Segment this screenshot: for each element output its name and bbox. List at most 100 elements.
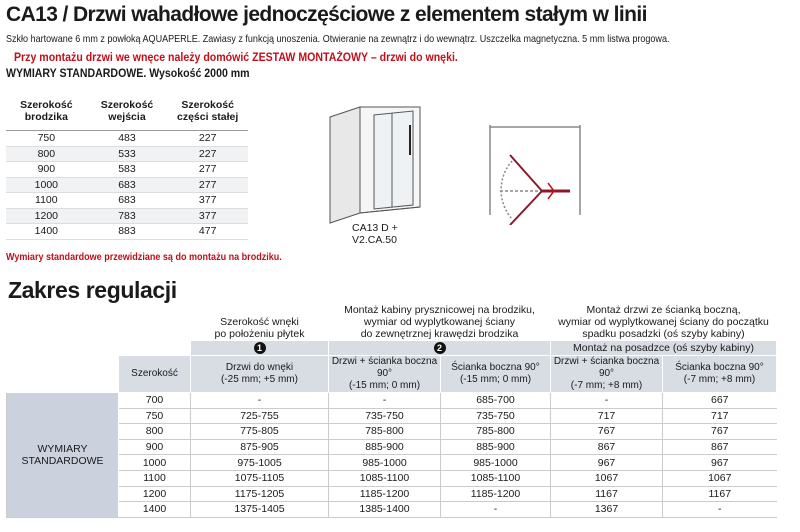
column-header: Ścianka boczna 90° (-7 mm; +8 mm) xyxy=(662,355,777,393)
shower-sketch xyxy=(329,106,421,224)
group-header: Montaż drzwi ze ścianką boczną, wymiar o… xyxy=(558,304,769,340)
table-cell: 735-750 xyxy=(328,408,441,425)
table-cell: 717 xyxy=(550,408,663,425)
table-cell: 1100 xyxy=(6,192,87,209)
table-cell: 1067 xyxy=(662,470,777,487)
table-cell: - xyxy=(662,501,777,518)
table-cell: 875-905 xyxy=(190,439,329,456)
table-cell: 1400 xyxy=(118,501,191,518)
column-header: Ścianka boczna 90° (-15 mm; 0 mm) xyxy=(440,355,551,393)
table-cell: 985-1000 xyxy=(440,454,551,471)
standard-note: Wymiary standardowe przewidziane są do m… xyxy=(6,251,282,263)
table-cell: 967 xyxy=(662,454,777,471)
table-row: 1200 783 377 xyxy=(6,208,248,224)
table-cell: - xyxy=(328,392,441,409)
table-cell: 1085-1100 xyxy=(440,470,551,487)
badge: 2 xyxy=(433,342,446,354)
table-cell: 1200 xyxy=(118,486,191,503)
table-cell: 1367 xyxy=(550,501,663,518)
data-row: 800 775-805 785-800 785-800 767 767 xyxy=(7,423,777,440)
table-cell: 483 xyxy=(86,130,168,147)
column-header: Szerokość brodzika xyxy=(6,92,87,131)
table-cell: 583 xyxy=(86,161,168,178)
description: Szkło hartowane 6 mm z powłoką AQUAPERLE… xyxy=(6,33,670,45)
data-row: 1400 1375-1405 1385-1400-1367- xyxy=(7,501,777,518)
table-row: 750 483 227 xyxy=(6,130,248,147)
table-cell: - xyxy=(190,392,329,409)
table-cell: 785-800 xyxy=(440,423,551,440)
standard-heading: WYMIARY STANDARDOWE. Wysokość 2000 mm xyxy=(6,68,250,80)
regulation-heading: Zakres regulacji xyxy=(8,277,177,303)
table-cell: 667 xyxy=(662,392,777,409)
table-cell: 967 xyxy=(550,454,663,471)
data-row: 1100 1075-1105 1085-1100 1085-1100 1067 1067 xyxy=(7,470,777,487)
table-cell: 377 xyxy=(167,192,248,209)
table-cell: 775-805 xyxy=(190,423,329,440)
table-cell: 685-700 xyxy=(440,392,551,409)
table-cell: 735-750 xyxy=(440,408,551,425)
table-cell: 800 xyxy=(118,423,191,440)
table-cell: 885-900 xyxy=(440,439,551,456)
table-cell: 985-1000 xyxy=(328,454,441,471)
table-cell: 683 xyxy=(86,192,168,209)
table-cell: 717 xyxy=(662,408,777,425)
diagram-label: CA13 D + V2.CA.50 xyxy=(352,222,398,246)
column-header: Szerokość części stałej xyxy=(167,92,248,131)
table-cell: - xyxy=(440,501,551,518)
badge-cell: 1 xyxy=(190,340,329,356)
column-header: Szerokość wejścia xyxy=(86,92,168,131)
row-label: WYMIARY STANDARDOWE xyxy=(6,392,119,518)
column-header-row: Szerokość Drzwi do wnęki (-25 mm; +5 mm) D… xyxy=(7,355,777,393)
table-cell: 867 xyxy=(662,439,777,456)
table-row: 900 583 277 xyxy=(6,161,248,178)
table-cell: 1085-1100 xyxy=(328,470,441,487)
table-cell: 1175-1205 xyxy=(190,486,329,503)
top-view xyxy=(489,125,581,225)
table-cell: 700 xyxy=(118,392,191,409)
empty-cell xyxy=(7,341,191,356)
table-cell: 1075-1105 xyxy=(190,470,329,487)
badge-row: 1 2 Montaż na posadzce (oś szyby kabiny) xyxy=(7,340,777,356)
table-cell: 783 xyxy=(86,208,168,224)
badge: 1 xyxy=(253,342,266,354)
table-cell: - xyxy=(550,392,663,409)
table-cell: 1167 xyxy=(662,486,777,503)
table-cell: 227 xyxy=(167,146,248,162)
column-header: Szerokość xyxy=(118,355,191,393)
table-cell: 900 xyxy=(118,439,191,456)
table-cell: 1067 xyxy=(550,470,663,487)
table-cell: 1100 xyxy=(118,470,191,487)
group-row: Szerokość wnęki po położeniu płytek Monta… xyxy=(7,300,777,341)
table-cell: 533 xyxy=(86,146,168,162)
table-cell: 277 xyxy=(167,161,248,178)
subheader: Montaż na posadzce (oś szyby kabiny) xyxy=(550,340,777,356)
table-row: 1000 683 277 xyxy=(6,177,248,193)
table-cell: 377 xyxy=(167,208,248,224)
table-cell: 1185-1200 xyxy=(328,486,441,503)
table-cell: 900 xyxy=(6,161,87,178)
table-cell: 227 xyxy=(167,130,248,147)
table-cell: 800 xyxy=(6,146,87,162)
table-row: 1100 683 377 xyxy=(6,192,248,209)
table-cell: 477 xyxy=(167,223,248,240)
table-cell: 785-800 xyxy=(328,423,441,440)
data-row: WYMIARY STANDARDOWE 700- -685-700-667 xyxy=(6,392,777,518)
empty-cell xyxy=(7,356,119,393)
table-row: 800 533 227 xyxy=(6,146,248,162)
badge-cell: 2 xyxy=(328,340,551,356)
table-cell: 1375-1405 xyxy=(190,501,329,518)
table-cell: 767 xyxy=(662,423,777,440)
table-cell: 767 xyxy=(550,423,663,440)
table-cell: 683 xyxy=(86,177,168,193)
standard-table: Szerokość brodzika Szerokość wejścia Szero… xyxy=(6,92,248,240)
table-row: 1400 883 477 xyxy=(6,223,248,240)
table-cell: 750 xyxy=(6,130,87,147)
table-cell: 725-755 xyxy=(190,408,329,425)
title: CA13 / Drzwi wahadłowe jednoczęściowe z … xyxy=(6,3,647,26)
data-row: 900 875-905 885-900 885-900 867 867 xyxy=(7,439,777,456)
table-cell: 1200 xyxy=(6,208,87,224)
table-cell: 750 xyxy=(118,408,191,425)
warning: Przy montażu drzwi we wnęce należy domów… xyxy=(14,52,458,64)
diagrams xyxy=(329,106,581,225)
